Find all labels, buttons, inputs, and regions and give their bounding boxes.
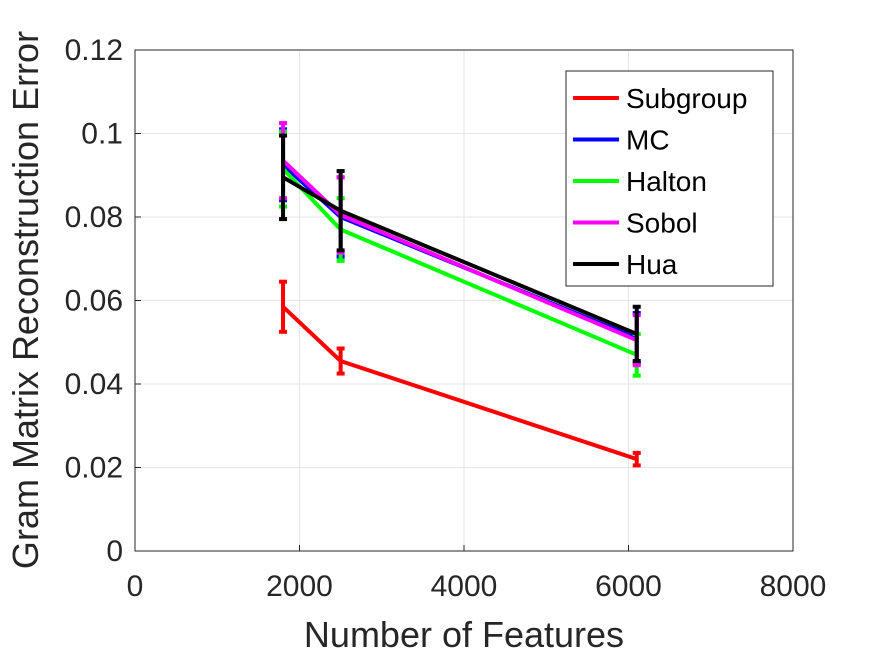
data-point <box>634 457 639 462</box>
data-point <box>281 304 286 309</box>
y-tick-label: 0.04 <box>65 368 123 401</box>
legend-item-sobol: Sobol <box>573 208 698 239</box>
x-tick-label: 8000 <box>760 570 827 603</box>
series-subgroup <box>279 279 641 468</box>
data-point <box>281 175 286 180</box>
legend-box <box>565 70 774 287</box>
series <box>279 121 641 468</box>
y-tick-label: 0.06 <box>65 285 123 318</box>
y-tick-label: 0.02 <box>65 452 123 485</box>
y-tick-label: 0 <box>106 535 123 568</box>
legend-item-hua: Hua <box>573 249 678 280</box>
legend-item-mc: MC <box>573 125 670 156</box>
legend-label: Subgroup <box>626 83 747 114</box>
x-tick-label: 6000 <box>595 570 662 603</box>
series-hua <box>279 133 641 364</box>
legend-item-halton: Halton <box>573 166 707 197</box>
legend-label: Hua <box>626 249 678 280</box>
legend-label: Sobol <box>626 208 698 239</box>
x-tick-label: 0 <box>127 570 144 603</box>
y-tick-label: 0.1 <box>81 118 123 151</box>
data-point <box>338 359 343 364</box>
series-line <box>281 305 638 461</box>
x-tick-label: 2000 <box>266 570 333 603</box>
y-axis-title: Gram Matrix Reconstruction Error <box>5 31 46 569</box>
legend-item-subgroup: Subgroup <box>573 83 747 114</box>
y-tick-label: 0.12 <box>65 34 123 67</box>
legend-label: MC <box>626 125 670 156</box>
axis-ticks: 0 2000 4000 6000 8000 0 0.02 0.04 0.06 0.08 0.1 0.1… <box>65 34 827 603</box>
data-point <box>634 331 639 336</box>
x-axis-title: Number of Features <box>304 614 624 655</box>
y-tick-label: 0.08 <box>65 201 123 234</box>
x-tick-label: 4000 <box>431 570 498 603</box>
legend-label: Halton <box>626 166 707 197</box>
data-point <box>338 208 343 213</box>
legend: Subgroup MC Halton Sobol Hua <box>565 70 774 287</box>
